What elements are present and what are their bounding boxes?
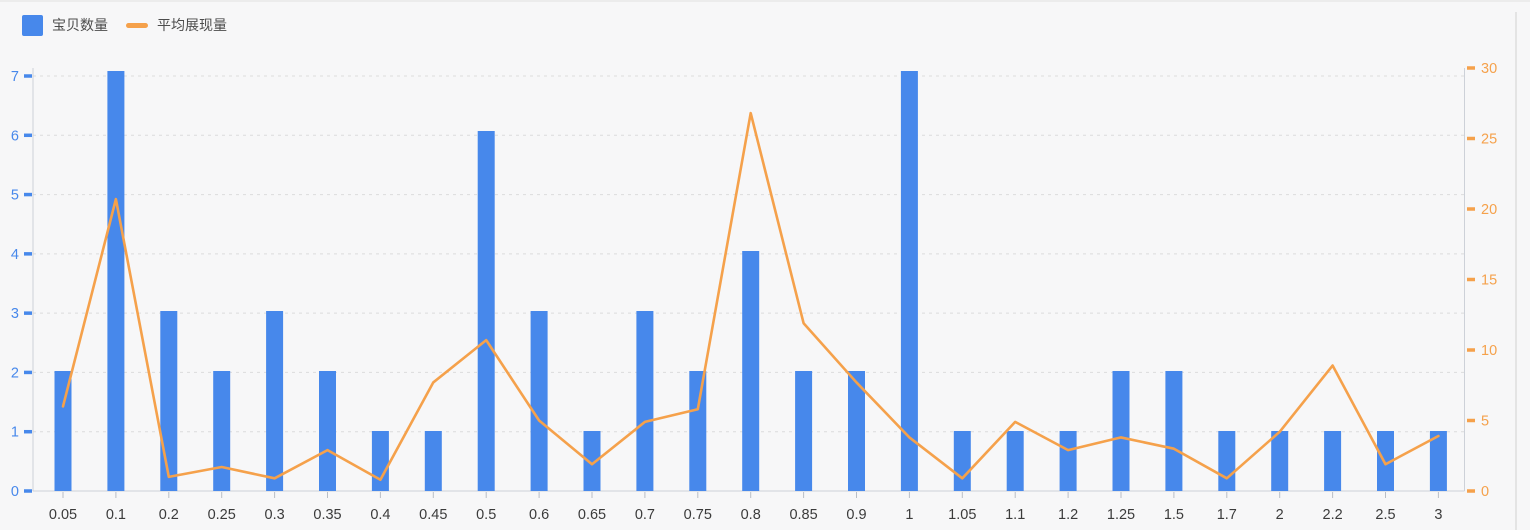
x-tick-label: 0.7 <box>635 507 655 523</box>
x-tick-label: 2 <box>1276 507 1284 523</box>
x-tick-label: 0.65 <box>578 507 606 523</box>
bar[interactable] <box>1006 431 1024 491</box>
x-tick-label: 0.9 <box>846 507 866 523</box>
x-tick-label: 1 <box>905 507 913 523</box>
x-tick-label: 1.05 <box>948 507 976 523</box>
x-tick-label: 0.25 <box>208 507 236 523</box>
bar[interactable] <box>371 431 389 491</box>
legend: 宝贝数量 平均展现量 <box>22 15 227 36</box>
bar-series-label: 宝贝数量 <box>52 17 108 33</box>
line-series-path[interactable] <box>61 111 1440 482</box>
bar[interactable] <box>530 311 548 491</box>
legend-item-bar-series[interactable]: 宝贝数量 <box>22 15 108 36</box>
line-series-label: 平均展现量 <box>157 17 227 33</box>
legend-item-line-series[interactable]: 平均展现量 <box>126 15 227 36</box>
bar[interactable] <box>1112 371 1130 491</box>
x-tick-label: 1.2 <box>1058 507 1078 523</box>
bar[interactable] <box>1059 431 1077 491</box>
y-left-tick-label: 3 <box>11 306 19 322</box>
bar[interactable] <box>1165 371 1183 491</box>
y-right-tick-label: 15 <box>1481 273 1497 289</box>
x-tick-label: 3 <box>1434 507 1442 523</box>
panel-right-divider <box>1515 12 1517 530</box>
bar[interactable] <box>1218 431 1236 491</box>
x-tick-label: 0.5 <box>476 507 496 523</box>
bar[interactable] <box>1429 431 1447 491</box>
bar[interactable] <box>742 251 760 491</box>
line-series-swatch-icon <box>126 23 148 28</box>
x-tick-label: 2.5 <box>1375 507 1395 523</box>
bar[interactable] <box>107 71 125 491</box>
x-tick-label: 0.35 <box>313 507 341 523</box>
y-right-tick-label: 5 <box>1481 414 1489 430</box>
x-tick-label: 2.2 <box>1323 507 1343 523</box>
bar[interactable] <box>319 371 336 491</box>
y-left-tick-label: 2 <box>11 365 19 381</box>
x-tick-label: 1.5 <box>1164 507 1184 523</box>
bar-series-swatch-icon <box>22 15 43 36</box>
y-left-tick-label: 4 <box>11 247 19 263</box>
bar[interactable] <box>900 71 918 491</box>
x-tick-label: 0.1 <box>106 507 126 523</box>
x-tick-label: 0.85 <box>789 507 817 523</box>
x-tick-label: 0.4 <box>370 507 390 523</box>
y-left-tick-label: 1 <box>11 425 19 441</box>
bar[interactable] <box>160 311 178 491</box>
x-tick-label: 0.45 <box>419 507 447 523</box>
y-left-tick-label: 6 <box>11 128 19 144</box>
x-tick-label: 0.2 <box>159 507 179 523</box>
bar[interactable] <box>636 311 654 491</box>
y-right-tick-label: 20 <box>1481 202 1497 218</box>
x-tick-label: 0.3 <box>265 507 285 523</box>
bar[interactable] <box>1377 431 1394 491</box>
bar[interactable] <box>689 371 707 491</box>
x-tick-label: 0.8 <box>741 507 761 523</box>
y-right-tick-label: 10 <box>1481 343 1497 359</box>
y-right-tick-label: 30 <box>1481 61 1497 77</box>
bar[interactable] <box>1271 431 1289 491</box>
bar[interactable] <box>54 371 72 491</box>
y-right-tick-label: 0 <box>1481 484 1489 500</box>
x-tick-label: 0.05 <box>49 507 77 523</box>
x-tick-label: 1.25 <box>1107 507 1135 523</box>
y-right-tick-label: 25 <box>1481 132 1497 148</box>
bar[interactable] <box>953 431 971 491</box>
bar[interactable] <box>266 311 284 491</box>
x-tick-label: 0.6 <box>529 507 549 523</box>
x-tick-label: 0.75 <box>684 507 712 523</box>
y-left-tick-label: 7 <box>11 69 19 85</box>
bar[interactable] <box>477 131 495 491</box>
x-tick-label: 1.1 <box>1005 507 1025 523</box>
bar[interactable] <box>848 371 865 491</box>
bar[interactable] <box>424 431 442 491</box>
bar[interactable] <box>795 371 813 491</box>
x-tick-label: 1.7 <box>1217 507 1237 523</box>
bar[interactable] <box>583 431 601 491</box>
y-left-tick-label: 5 <box>11 188 19 204</box>
y-left-tick-label: 0 <box>11 484 19 500</box>
bar[interactable] <box>1324 431 1342 491</box>
bar[interactable] <box>213 371 231 491</box>
